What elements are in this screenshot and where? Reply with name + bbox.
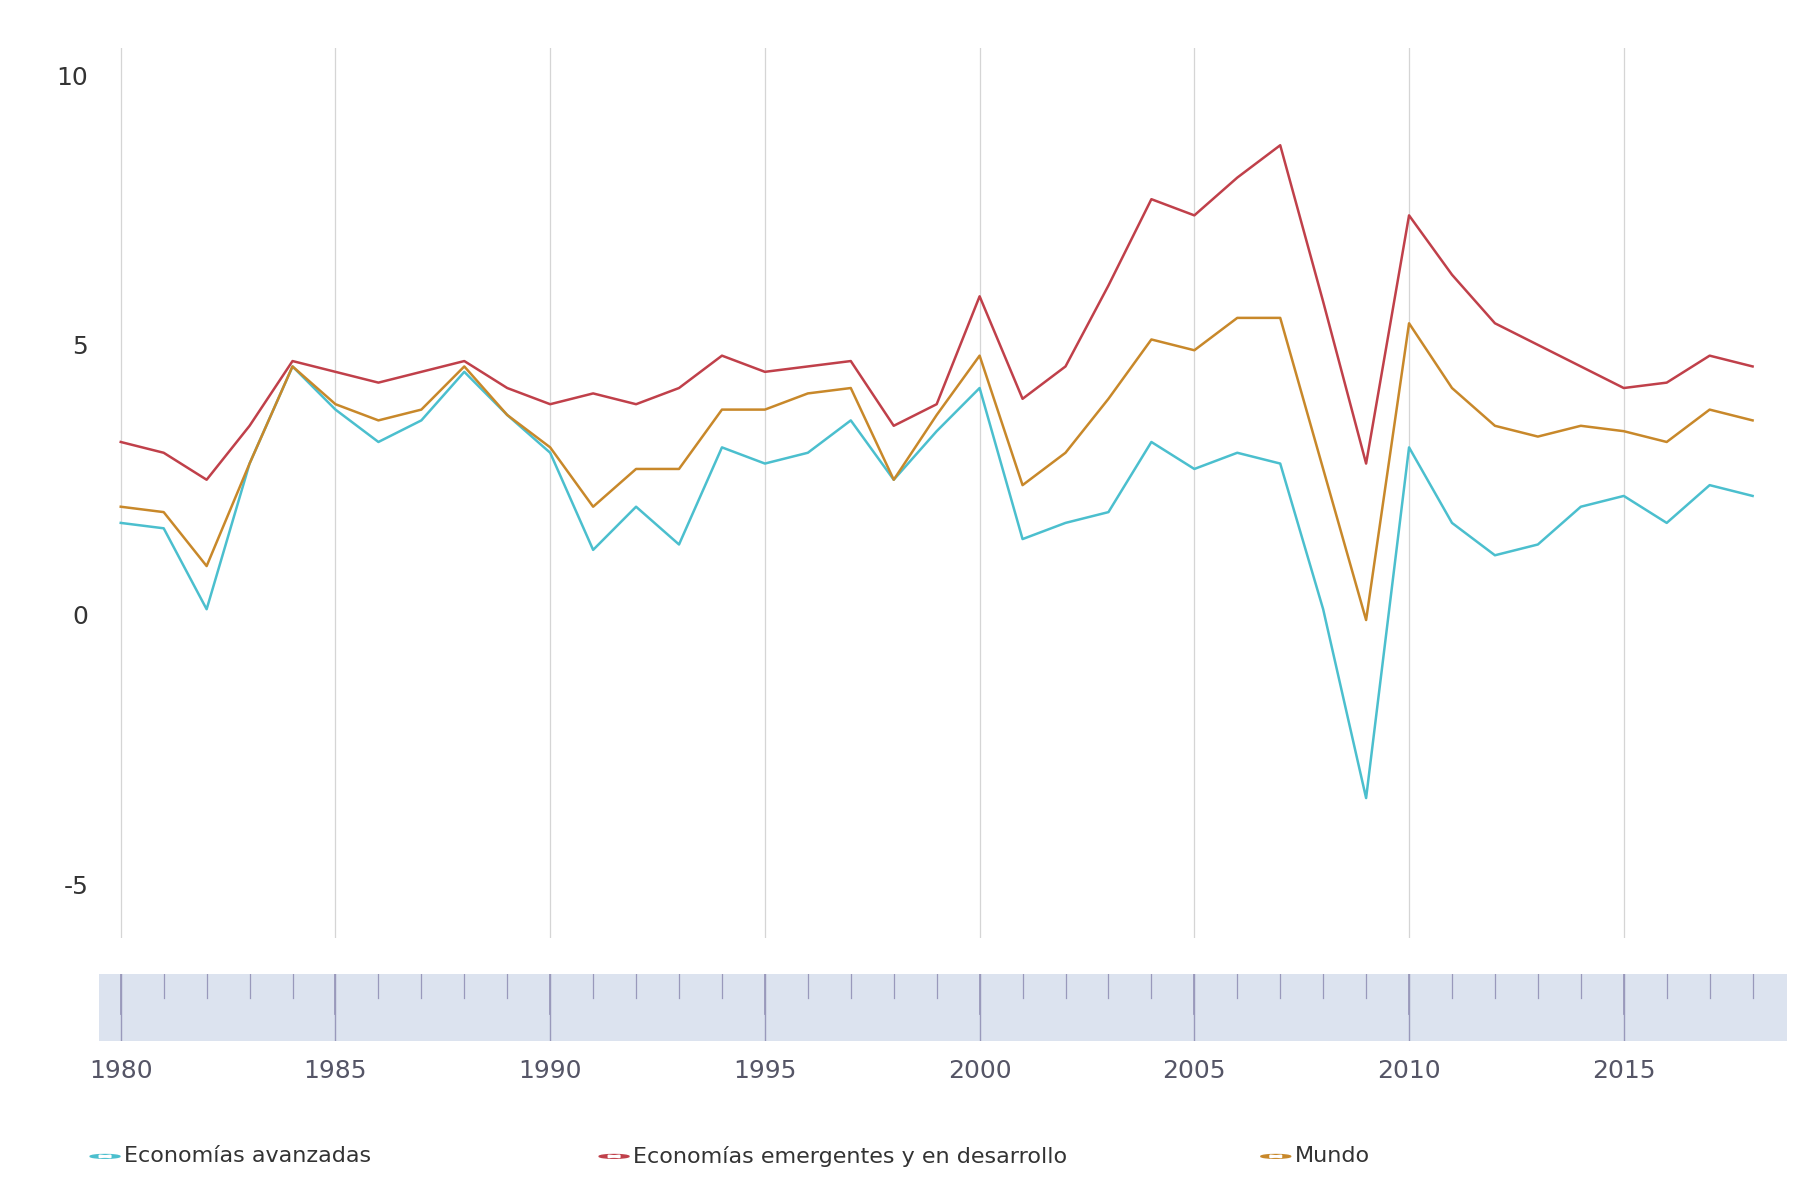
Ellipse shape — [599, 1155, 628, 1158]
Text: 2000: 2000 — [948, 1059, 1011, 1083]
Text: 1995: 1995 — [733, 1059, 796, 1083]
Text: 1980: 1980 — [88, 1059, 153, 1083]
Text: 2015: 2015 — [1592, 1059, 1655, 1083]
Text: Economías emergentes y en desarrollo: Economías emergentes y en desarrollo — [634, 1146, 1067, 1167]
Text: 1985: 1985 — [303, 1059, 366, 1083]
Ellipse shape — [90, 1155, 119, 1158]
Text: 1990: 1990 — [518, 1059, 581, 1083]
Text: 2005: 2005 — [1162, 1059, 1226, 1083]
Text: Economías avanzadas: Economías avanzadas — [125, 1146, 372, 1167]
Ellipse shape — [1262, 1155, 1291, 1158]
Text: 2010: 2010 — [1377, 1059, 1440, 1083]
Text: Mundo: Mundo — [1294, 1146, 1370, 1167]
